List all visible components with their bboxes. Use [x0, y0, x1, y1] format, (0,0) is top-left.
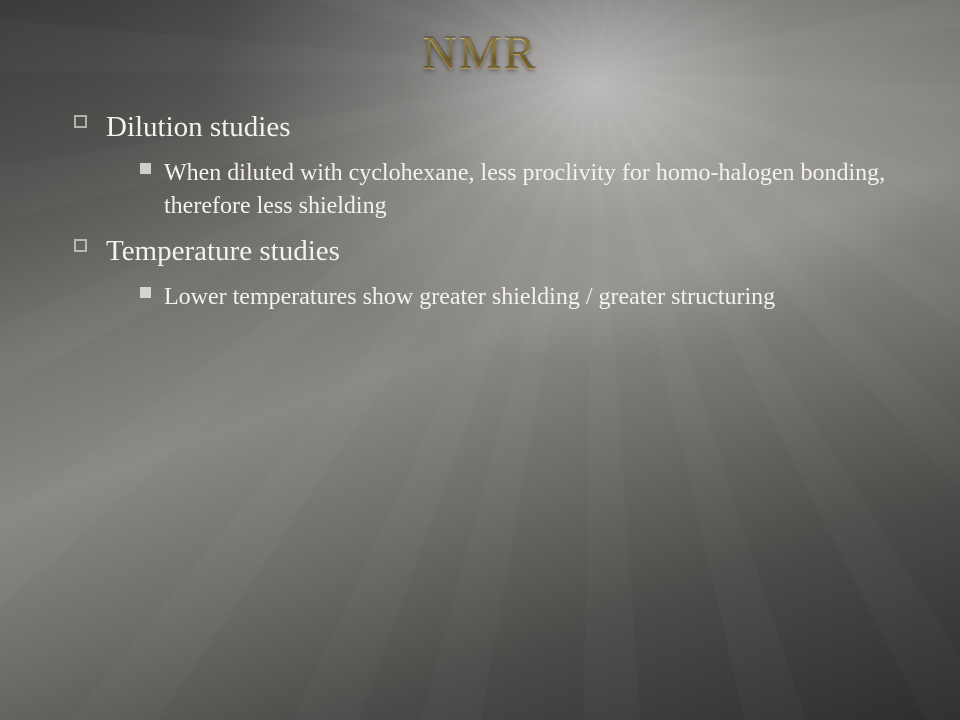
bullet-list-level1: Dilution studies When diluted with cyclo…: [68, 108, 892, 313]
bullet-text: Dilution studies: [106, 111, 290, 143]
bullet-subtext: Lower temperatures show greater shieldin…: [164, 284, 775, 310]
bullet-list-level2: When diluted with cyclohexane, less proc…: [106, 157, 892, 222]
bullet-subitem: Lower temperatures show greater shieldin…: [136, 281, 892, 313]
slide-title: NMR: [60, 30, 900, 78]
slide-body: Dilution studies When diluted with cyclo…: [60, 108, 900, 313]
bullet-subtext: When diluted with cyclohexane, less proc…: [164, 160, 885, 218]
bullet-text: Temperature studies: [106, 235, 340, 267]
bullet-item: Temperature studies Lower temperatures s…: [68, 232, 892, 314]
slide: NMR Dilution studies When diluted with c…: [0, 0, 960, 720]
bullet-subitem: When diluted with cyclohexane, less proc…: [136, 157, 892, 222]
bullet-item: Dilution studies When diluted with cyclo…: [68, 108, 892, 222]
bullet-list-level2: Lower temperatures show greater shieldin…: [106, 281, 892, 313]
